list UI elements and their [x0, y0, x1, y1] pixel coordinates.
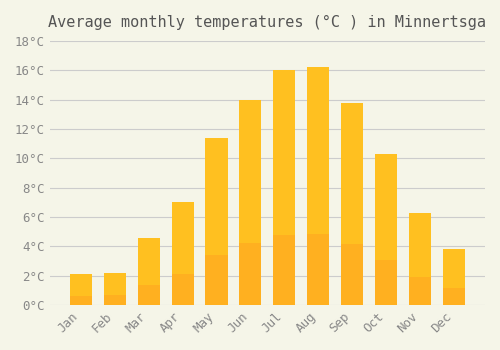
Bar [274, 234, 295, 305]
Bar [342, 103, 363, 305]
Bar [342, 244, 363, 305]
Bar [308, 67, 330, 305]
Bar [409, 277, 432, 305]
Bar [240, 100, 262, 305]
Bar [104, 295, 126, 305]
Bar [375, 154, 398, 305]
Bar [375, 260, 398, 305]
Bar [172, 202, 194, 305]
Bar [172, 274, 194, 305]
Bar [443, 288, 465, 305]
Bar [206, 138, 228, 305]
Bar [70, 296, 92, 305]
Bar [104, 273, 126, 305]
Bar [70, 274, 92, 305]
Bar [240, 243, 262, 305]
Bar [206, 255, 228, 305]
Bar [274, 70, 295, 305]
Bar [138, 238, 160, 305]
Bar [409, 212, 432, 305]
Bar [138, 285, 160, 305]
Bar [443, 249, 465, 305]
Title: Average monthly temperatures (°C ) in Minnertsga: Average monthly temperatures (°C ) in Mi… [48, 15, 486, 30]
Bar [308, 234, 330, 305]
